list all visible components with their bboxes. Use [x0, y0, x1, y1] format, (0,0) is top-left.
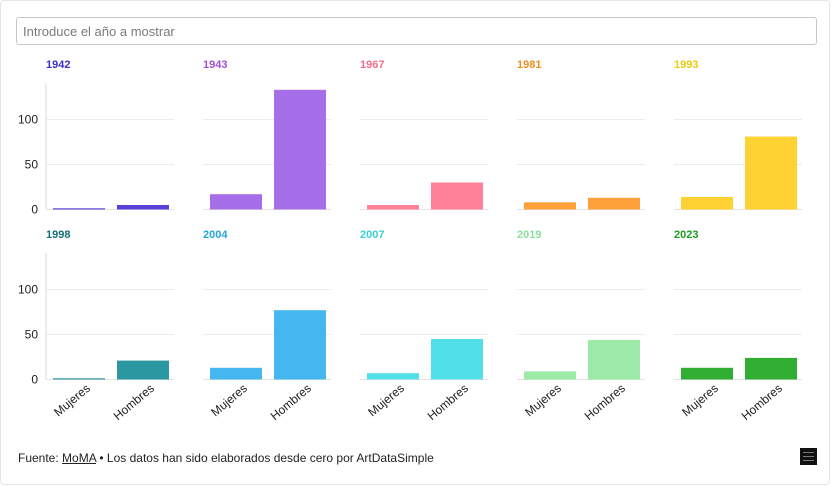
panel-title-1981: 1981: [517, 59, 541, 71]
footer-prefix: Fuente:: [18, 451, 63, 465]
y-tick-label: 50: [25, 328, 39, 342]
bar-1942-mujeres: [53, 208, 105, 210]
panel-title-1993: 1993: [674, 59, 698, 71]
panel-title-1943: 1943: [203, 59, 227, 71]
moma-link[interactable]: MoMA: [62, 451, 97, 465]
bar-1942-hombres: [117, 205, 169, 210]
bar-2019-hombres: [588, 339, 640, 380]
bar-1981-hombres: [588, 197, 640, 210]
x-tick-label-hombres: Hombres: [111, 381, 157, 423]
panel-title-2007: 2007: [360, 229, 384, 241]
bar-1993-hombres: [745, 136, 797, 210]
panel-title-2019: 2019: [517, 229, 541, 241]
y-tick-label: 50: [25, 158, 39, 172]
x-tick-label-hombres: Hombres: [268, 381, 314, 423]
x-tick-label-hombres: Hombres: [739, 381, 785, 423]
bar-2004-hombres: [274, 310, 326, 380]
bar-2023-mujeres: [681, 367, 733, 380]
bar-1943-mujeres: [210, 194, 262, 210]
bar-1967-mujeres: [367, 205, 419, 210]
bar-1981-mujeres: [524, 202, 576, 210]
bar-1943-hombres: [274, 89, 326, 210]
bar-1993-mujeres: [681, 196, 733, 210]
x-tick-label-hombres: Hombres: [582, 381, 628, 423]
panel-title-1942: 1942: [46, 59, 70, 71]
bar-2023-hombres: [745, 357, 797, 380]
bar-1998-mujeres: [53, 378, 105, 380]
bar-2019-mujeres: [524, 371, 576, 380]
bar-2004-mujeres: [210, 367, 262, 380]
panel-title-2004: 2004: [203, 229, 228, 241]
bar-1967-hombres: [431, 182, 483, 210]
brand-logo: [800, 448, 817, 465]
x-tick-label-mujeres: Mujeres: [208, 381, 250, 419]
panel-title-2023: 2023: [674, 229, 698, 241]
small-multiples-chart: 0 50 100 1942 1943 1967 1981 1993 0 50 100 1998 Muje…: [18, 59, 802, 423]
year-search-input[interactable]: [16, 17, 817, 45]
footer-suffix: • Los datos han sido elaborados desde ce…: [96, 451, 434, 465]
y-tick-label: 0: [31, 373, 38, 387]
source-footer: Fuente: MoMA • Los datos han sido elabor…: [18, 451, 434, 465]
y-tick-label: 100: [18, 283, 38, 297]
x-tick-label-mujeres: Mujeres: [522, 381, 564, 419]
bar-2007-hombres: [431, 339, 483, 380]
bar-2007-mujeres: [367, 373, 419, 380]
y-tick-label: 0: [31, 203, 38, 217]
bar-1998-hombres: [117, 360, 169, 380]
y-tick-label: 100: [18, 113, 38, 127]
x-tick-label-mujeres: Mujeres: [365, 381, 407, 419]
x-tick-label-mujeres: Mujeres: [51, 381, 93, 419]
panel-title-1967: 1967: [360, 59, 384, 71]
x-tick-label-mujeres: Mujeres: [679, 381, 721, 419]
panel-title-1998: 1998: [46, 229, 70, 241]
x-tick-label-hombres: Hombres: [425, 381, 471, 423]
